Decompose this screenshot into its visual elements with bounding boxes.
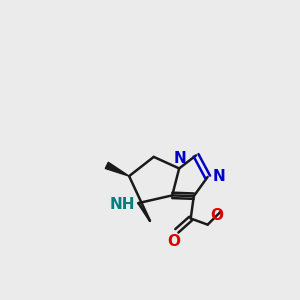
Text: N: N: [212, 169, 225, 184]
Text: N: N: [174, 151, 186, 166]
Text: O: O: [210, 208, 223, 223]
Text: NH: NH: [110, 197, 135, 212]
Polygon shape: [105, 162, 129, 176]
Text: O: O: [167, 234, 180, 249]
